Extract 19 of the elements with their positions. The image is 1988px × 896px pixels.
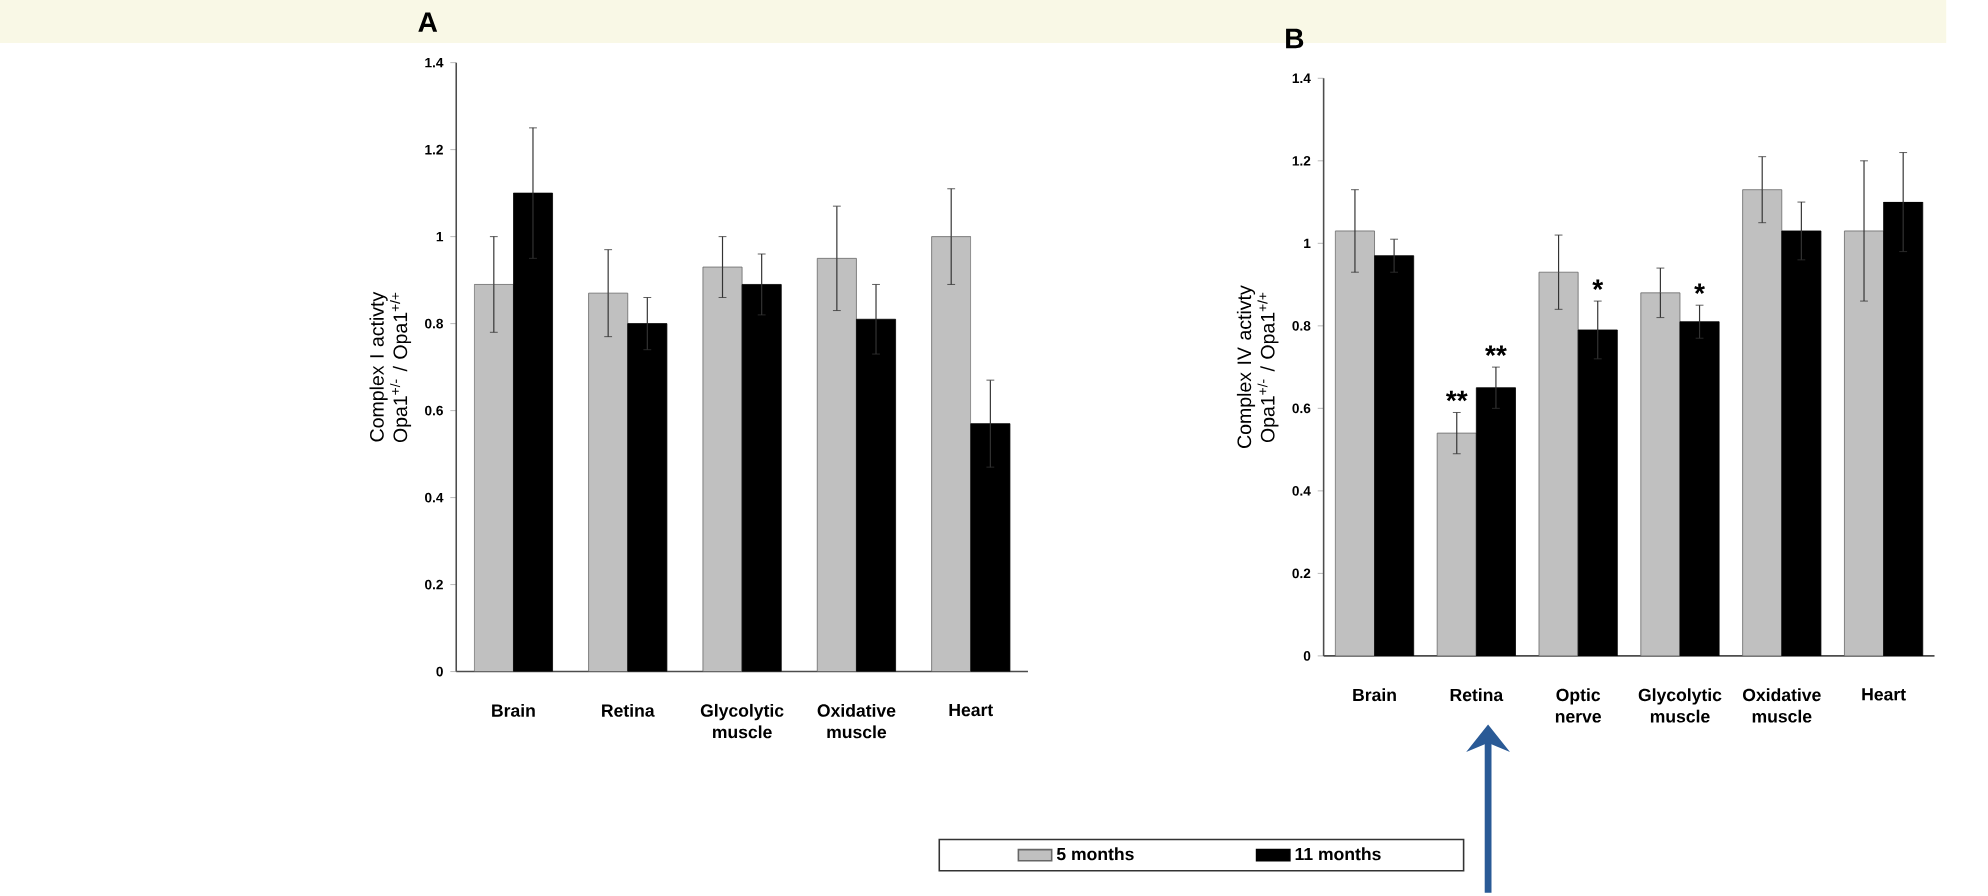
x-tick-label: Heart: [1862, 688, 1906, 701]
x-tick-label: Retina: [1450, 688, 1504, 702]
x-tick-label: Heart: [949, 703, 993, 717]
x-tick-label: Glycolytic muscle: [700, 703, 784, 739]
annotation: **: [1485, 345, 1507, 356]
annotation: **: [1445, 390, 1468, 402]
x-tick-label: Brain: [1353, 688, 1396, 702]
annotation: *: [1694, 283, 1705, 294]
legend-label: 5 months: [1056, 847, 1134, 861]
x-tick-label: Retina: [602, 703, 655, 717]
x-tick-label: Brain: [492, 703, 535, 717]
x-tick-label: Glycolytic muscle: [1638, 688, 1722, 723]
x-tick-label: Oxidative muscle: [817, 703, 896, 739]
chart-title: A: [418, 12, 438, 32]
x-tick-label: Optic nerve: [1555, 688, 1601, 723]
annotation: *: [1592, 279, 1604, 290]
chart-title: B: [1286, 28, 1304, 49]
legend-label: 11 months: [1295, 847, 1381, 861]
x-tick-label: Oxidative muscle: [1743, 688, 1821, 723]
